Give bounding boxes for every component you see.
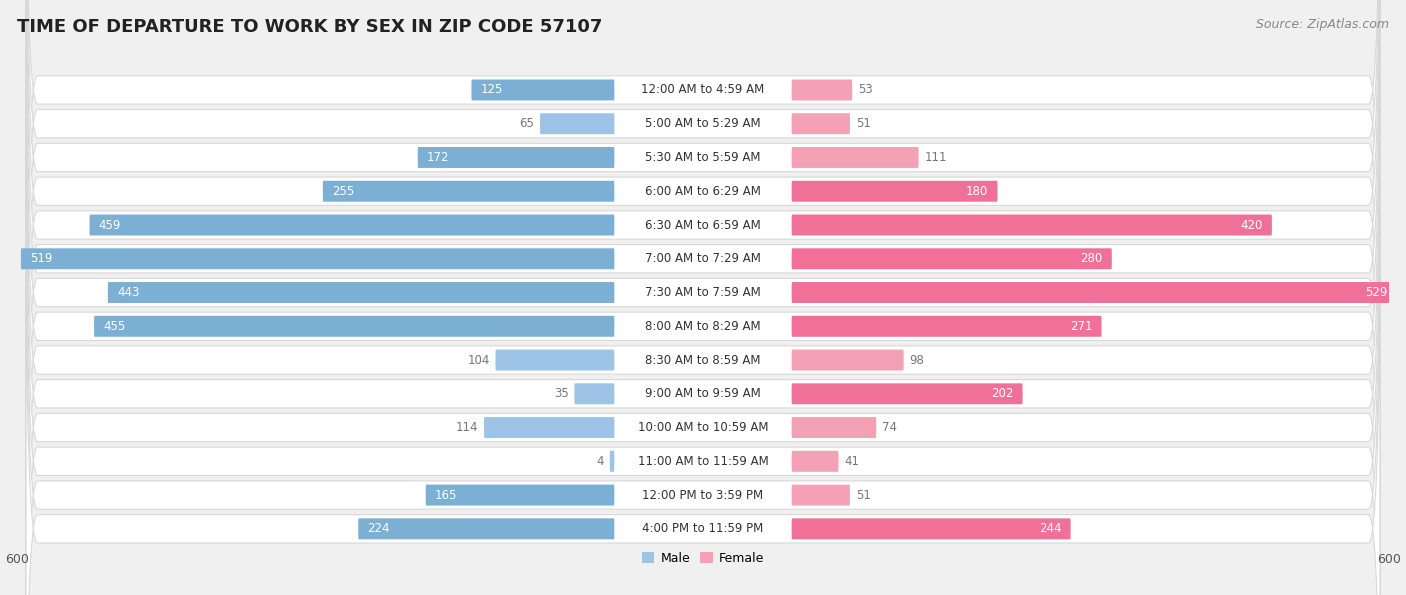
Text: 4: 4 [596, 455, 605, 468]
FancyBboxPatch shape [27, 172, 1379, 595]
Text: 7:30 AM to 7:59 AM: 7:30 AM to 7:59 AM [645, 286, 761, 299]
FancyBboxPatch shape [471, 80, 614, 101]
Text: 7:00 AM to 7:29 AM: 7:00 AM to 7:29 AM [645, 252, 761, 265]
FancyBboxPatch shape [27, 3, 1379, 595]
Text: 165: 165 [434, 488, 457, 502]
FancyBboxPatch shape [792, 248, 1112, 269]
FancyBboxPatch shape [27, 0, 1379, 414]
FancyBboxPatch shape [792, 113, 851, 134]
FancyBboxPatch shape [323, 181, 614, 202]
FancyBboxPatch shape [792, 383, 1022, 404]
Text: 455: 455 [103, 320, 125, 333]
Text: 114: 114 [456, 421, 478, 434]
FancyBboxPatch shape [792, 215, 1272, 236]
Text: 12:00 PM to 3:59 PM: 12:00 PM to 3:59 PM [643, 488, 763, 502]
Text: 11:00 AM to 11:59 AM: 11:00 AM to 11:59 AM [638, 455, 768, 468]
Text: 104: 104 [467, 353, 489, 367]
Text: 443: 443 [117, 286, 139, 299]
Text: 255: 255 [332, 184, 354, 198]
Text: 51: 51 [856, 488, 870, 502]
Text: 5:00 AM to 5:29 AM: 5:00 AM to 5:29 AM [645, 117, 761, 130]
FancyBboxPatch shape [359, 518, 614, 539]
FancyBboxPatch shape [792, 417, 876, 438]
Text: 5:30 AM to 5:59 AM: 5:30 AM to 5:59 AM [645, 151, 761, 164]
FancyBboxPatch shape [27, 0, 1379, 447]
Text: 172: 172 [427, 151, 450, 164]
FancyBboxPatch shape [27, 0, 1379, 515]
Text: 271: 271 [1070, 320, 1092, 333]
Text: TIME OF DEPARTURE TO WORK BY SEX IN ZIP CODE 57107: TIME OF DEPARTURE TO WORK BY SEX IN ZIP … [17, 18, 602, 36]
FancyBboxPatch shape [792, 147, 918, 168]
Text: 8:00 AM to 8:29 AM: 8:00 AM to 8:29 AM [645, 320, 761, 333]
FancyBboxPatch shape [792, 350, 904, 371]
FancyBboxPatch shape [27, 205, 1379, 595]
FancyBboxPatch shape [792, 451, 838, 472]
Text: 6:00 AM to 6:29 AM: 6:00 AM to 6:29 AM [645, 184, 761, 198]
FancyBboxPatch shape [27, 0, 1379, 481]
Legend: Male, Female: Male, Female [637, 547, 769, 569]
Text: 10:00 AM to 10:59 AM: 10:00 AM to 10:59 AM [638, 421, 768, 434]
Text: 111: 111 [924, 151, 946, 164]
Text: 6:30 AM to 6:59 AM: 6:30 AM to 6:59 AM [645, 218, 761, 231]
Text: 65: 65 [519, 117, 534, 130]
FancyBboxPatch shape [792, 282, 1396, 303]
FancyBboxPatch shape [27, 0, 1379, 549]
FancyBboxPatch shape [792, 80, 852, 101]
Text: 35: 35 [554, 387, 568, 400]
FancyBboxPatch shape [484, 417, 614, 438]
FancyBboxPatch shape [540, 113, 614, 134]
FancyBboxPatch shape [792, 181, 997, 202]
FancyBboxPatch shape [610, 451, 614, 472]
Text: 4:00 PM to 11:59 PM: 4:00 PM to 11:59 PM [643, 522, 763, 536]
Text: 180: 180 [966, 184, 988, 198]
Text: 459: 459 [98, 218, 121, 231]
FancyBboxPatch shape [94, 316, 614, 337]
Text: Source: ZipAtlas.com: Source: ZipAtlas.com [1256, 18, 1389, 31]
Text: 12:00 AM to 4:59 AM: 12:00 AM to 4:59 AM [641, 83, 765, 96]
Text: 125: 125 [481, 83, 503, 96]
FancyBboxPatch shape [495, 350, 614, 371]
FancyBboxPatch shape [27, 0, 1379, 595]
Text: 202: 202 [991, 387, 1014, 400]
FancyBboxPatch shape [792, 484, 851, 506]
Text: 8:30 AM to 8:59 AM: 8:30 AM to 8:59 AM [645, 353, 761, 367]
FancyBboxPatch shape [27, 138, 1379, 595]
Text: 519: 519 [30, 252, 52, 265]
Text: 224: 224 [367, 522, 389, 536]
Text: 53: 53 [858, 83, 873, 96]
Text: 420: 420 [1240, 218, 1263, 231]
Text: 98: 98 [910, 353, 924, 367]
FancyBboxPatch shape [426, 484, 614, 506]
FancyBboxPatch shape [27, 37, 1379, 595]
FancyBboxPatch shape [792, 316, 1101, 337]
Text: 51: 51 [856, 117, 870, 130]
FancyBboxPatch shape [27, 104, 1379, 595]
Text: 41: 41 [844, 455, 859, 468]
FancyBboxPatch shape [792, 518, 1070, 539]
FancyBboxPatch shape [574, 383, 614, 404]
FancyBboxPatch shape [27, 70, 1379, 595]
FancyBboxPatch shape [90, 215, 614, 236]
Text: 74: 74 [882, 421, 897, 434]
Text: 9:00 AM to 9:59 AM: 9:00 AM to 9:59 AM [645, 387, 761, 400]
Text: 280: 280 [1080, 252, 1102, 265]
FancyBboxPatch shape [27, 0, 1379, 582]
Text: 529: 529 [1365, 286, 1388, 299]
FancyBboxPatch shape [418, 147, 614, 168]
FancyBboxPatch shape [21, 248, 614, 269]
Text: 244: 244 [1039, 522, 1062, 536]
FancyBboxPatch shape [108, 282, 614, 303]
